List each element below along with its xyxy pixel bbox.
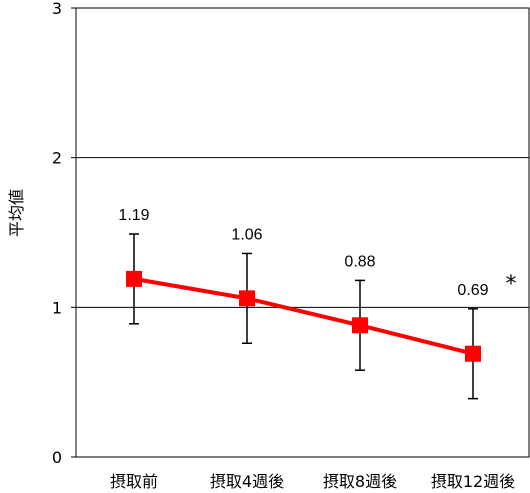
significance-asterisk: * xyxy=(506,272,517,297)
series-markers xyxy=(126,270,481,362)
y-axis-ticks: 0 1 2 3 xyxy=(52,0,76,467)
y-axis-label: 平均値 xyxy=(7,189,26,237)
y-tick-label-3: 3 xyxy=(52,0,62,18)
gridlines xyxy=(76,157,529,308)
data-label-3: 0.69 xyxy=(457,282,488,299)
series-line xyxy=(133,276,474,356)
y-tick-label-0: 0 xyxy=(52,448,62,467)
x-tick-label-2: 摂取8週後 xyxy=(323,472,397,491)
data-label-1: 1.06 xyxy=(231,226,262,243)
plot-frame xyxy=(75,7,530,458)
x-tick-label-1: 摂取4週後 xyxy=(210,472,284,491)
series-line-path xyxy=(133,276,474,356)
data-labels: 1.19 1.06 0.88 0.69 xyxy=(118,207,488,299)
data-point-marker-2 xyxy=(352,317,368,334)
x-tick-label-3: 摂取12週後 xyxy=(431,472,515,491)
data-point-marker-0 xyxy=(126,270,142,287)
x-axis-ticks: 摂取前 摂取4週後 摂取8週後 摂取12週後 xyxy=(110,472,515,491)
data-point-marker-1 xyxy=(239,290,255,307)
y-tick-label-2: 2 xyxy=(52,149,62,168)
error-bars xyxy=(129,233,478,400)
annotations: * xyxy=(506,272,517,297)
data-point-marker-3 xyxy=(465,345,481,362)
data-label-2: 0.88 xyxy=(344,253,375,270)
y-tick-label-1: 1 xyxy=(52,298,62,317)
data-label-0: 1.19 xyxy=(118,207,149,224)
x-tick-label-0: 摂取前 xyxy=(110,472,158,491)
